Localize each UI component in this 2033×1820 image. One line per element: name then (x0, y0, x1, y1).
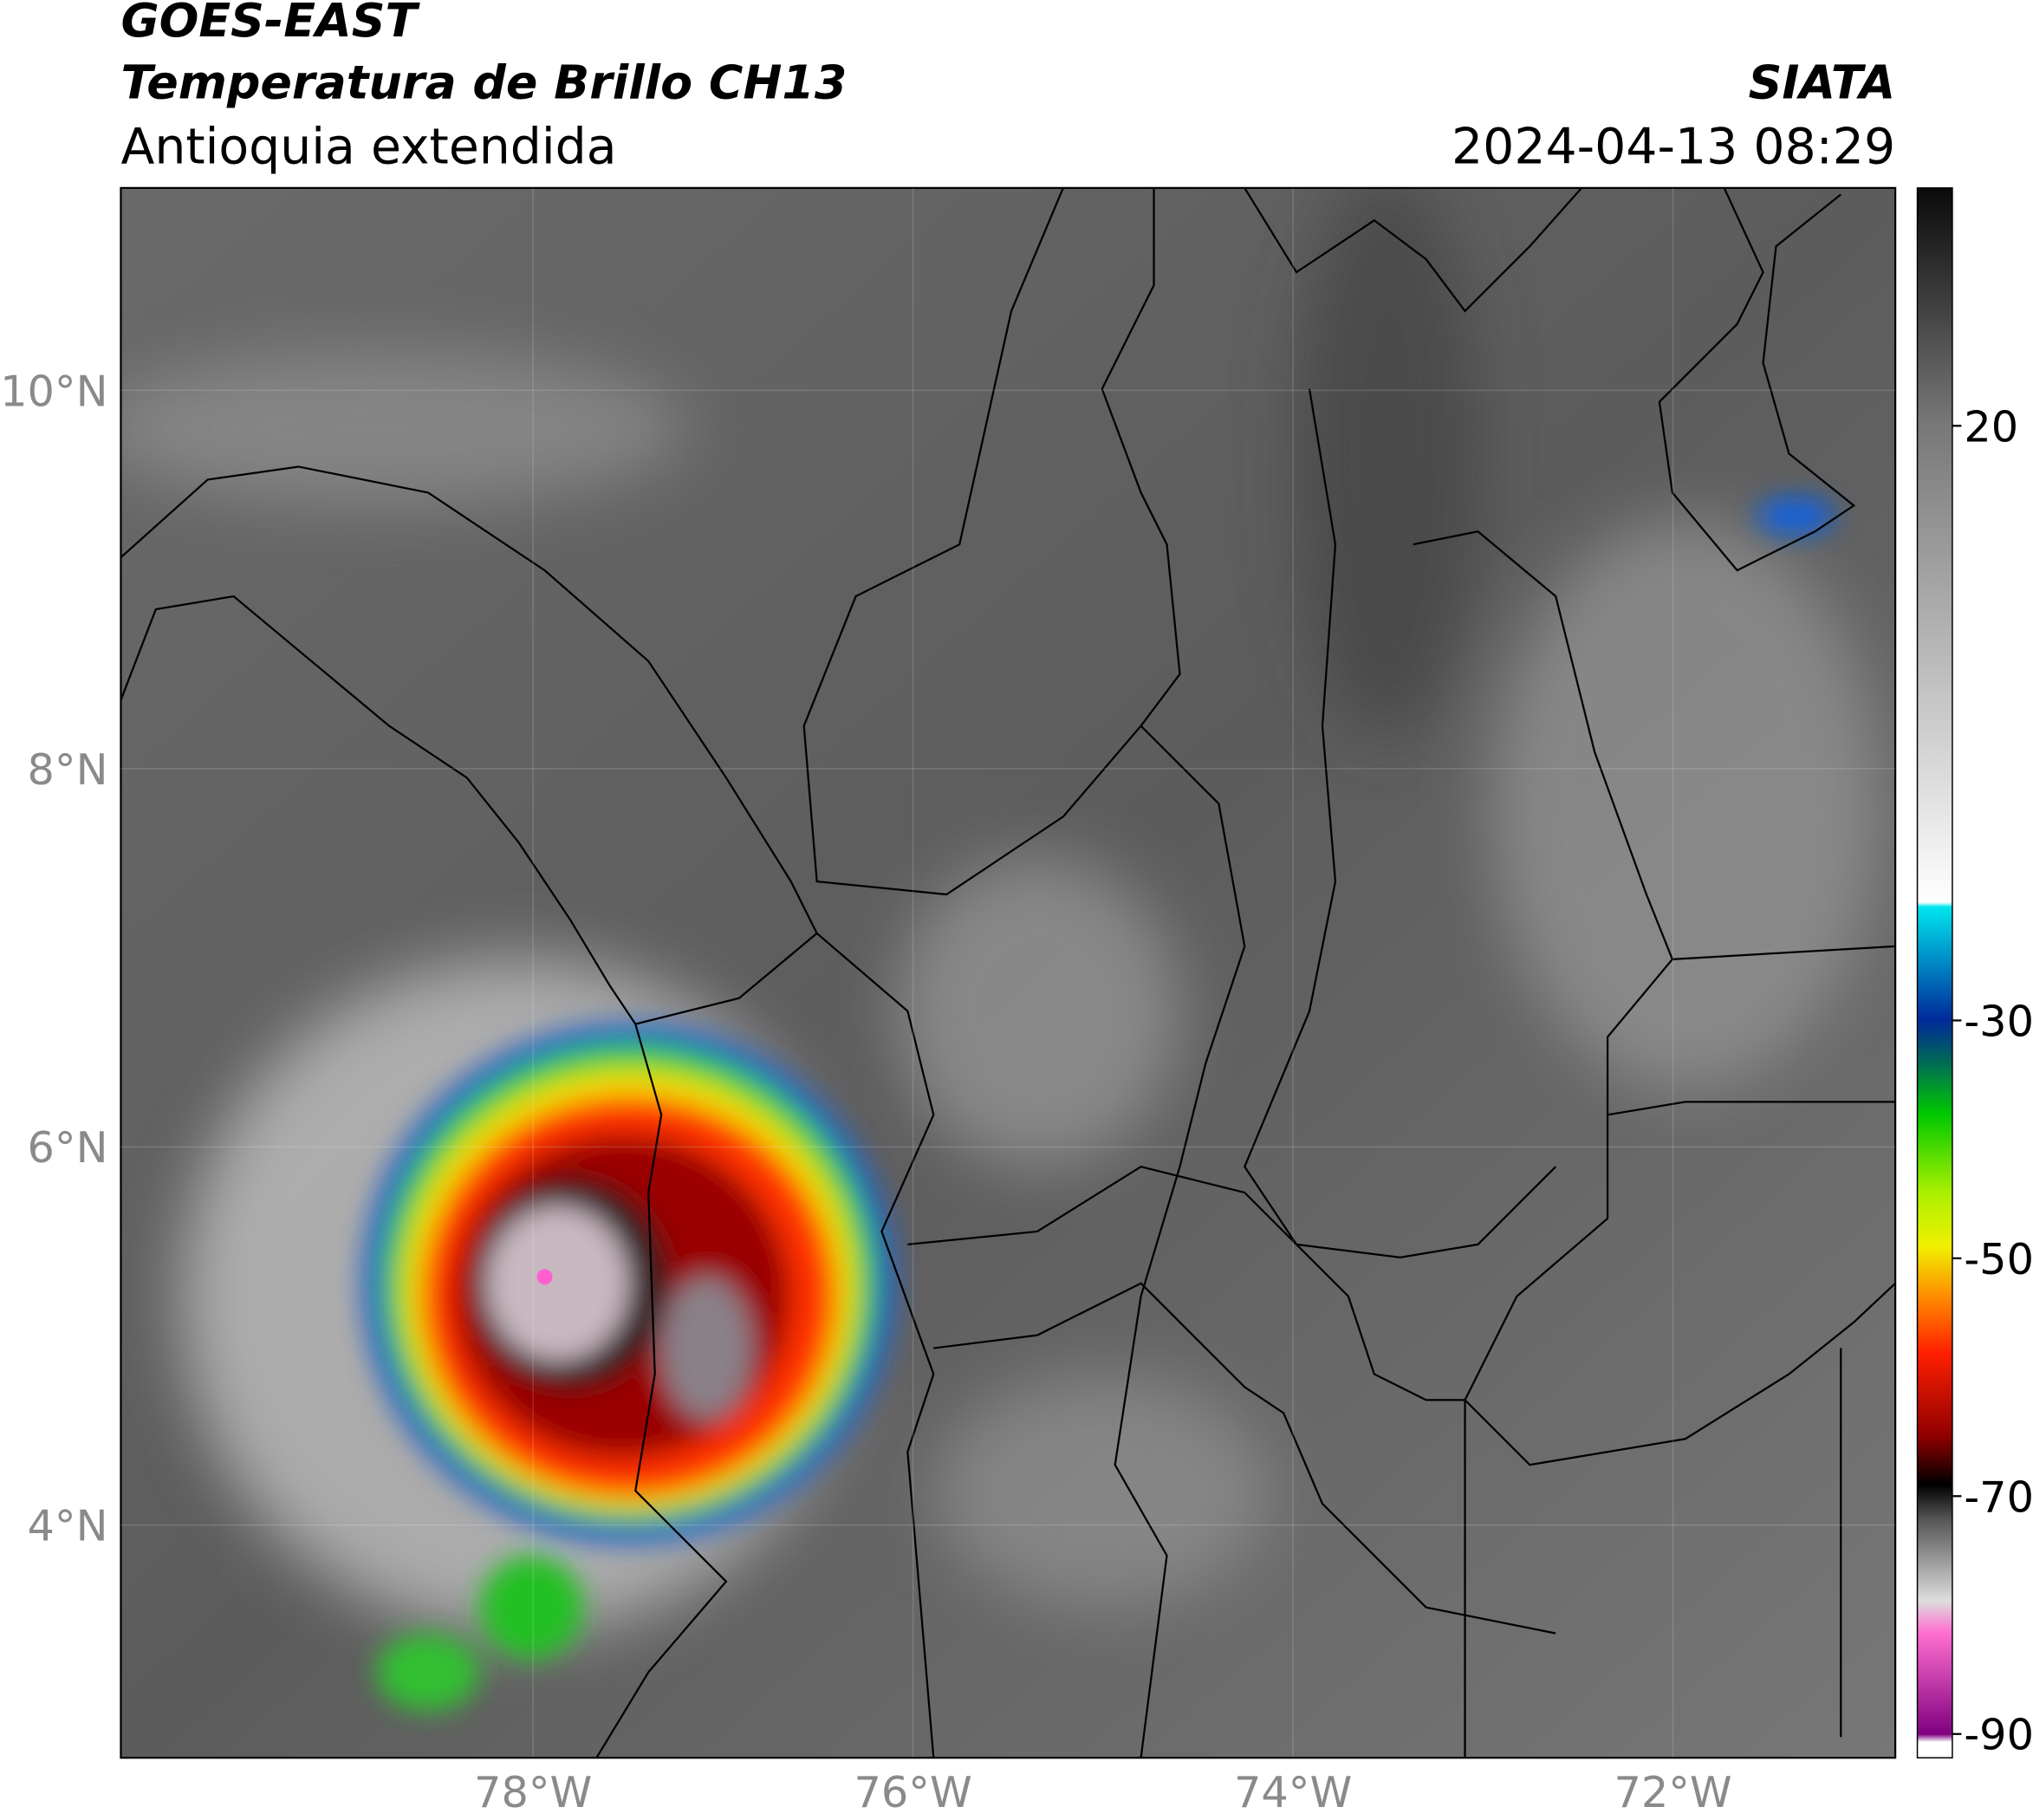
x-tick-label: 76°W (854, 1767, 972, 1817)
map-image (120, 187, 1896, 1758)
subtitle: Temperatura de Brillo CH13 (120, 55, 847, 110)
x-tick-label: 72°W (1614, 1767, 1731, 1817)
y-tick-label: 4°N (28, 1501, 108, 1551)
colorbar (1916, 187, 1953, 1758)
datetime: 2024-04-13 08:29 (1452, 118, 1895, 175)
map-frame (120, 186, 1897, 1759)
source: SIATA (1749, 55, 1896, 110)
region: Antioquia extendida (120, 118, 616, 175)
colorbar-tick-label: -30 (1964, 996, 2033, 1046)
colorbar-tick-label: 20 (1964, 401, 2018, 452)
y-tick-label: 10°N (0, 366, 107, 416)
colorbar-tick-label: -70 (1964, 1472, 2033, 1522)
y-tick-label: 8°N (28, 744, 108, 795)
title: GOES-EAST (120, 0, 420, 48)
colorbar-tick-label: -50 (1964, 1234, 2033, 1284)
x-tick-label: 78°W (474, 1767, 592, 1817)
x-tick-label: 74°W (1234, 1767, 1352, 1817)
colorbar-tick-label: -90 (1964, 1710, 2033, 1760)
y-tick-label: 6°N (28, 1122, 108, 1173)
